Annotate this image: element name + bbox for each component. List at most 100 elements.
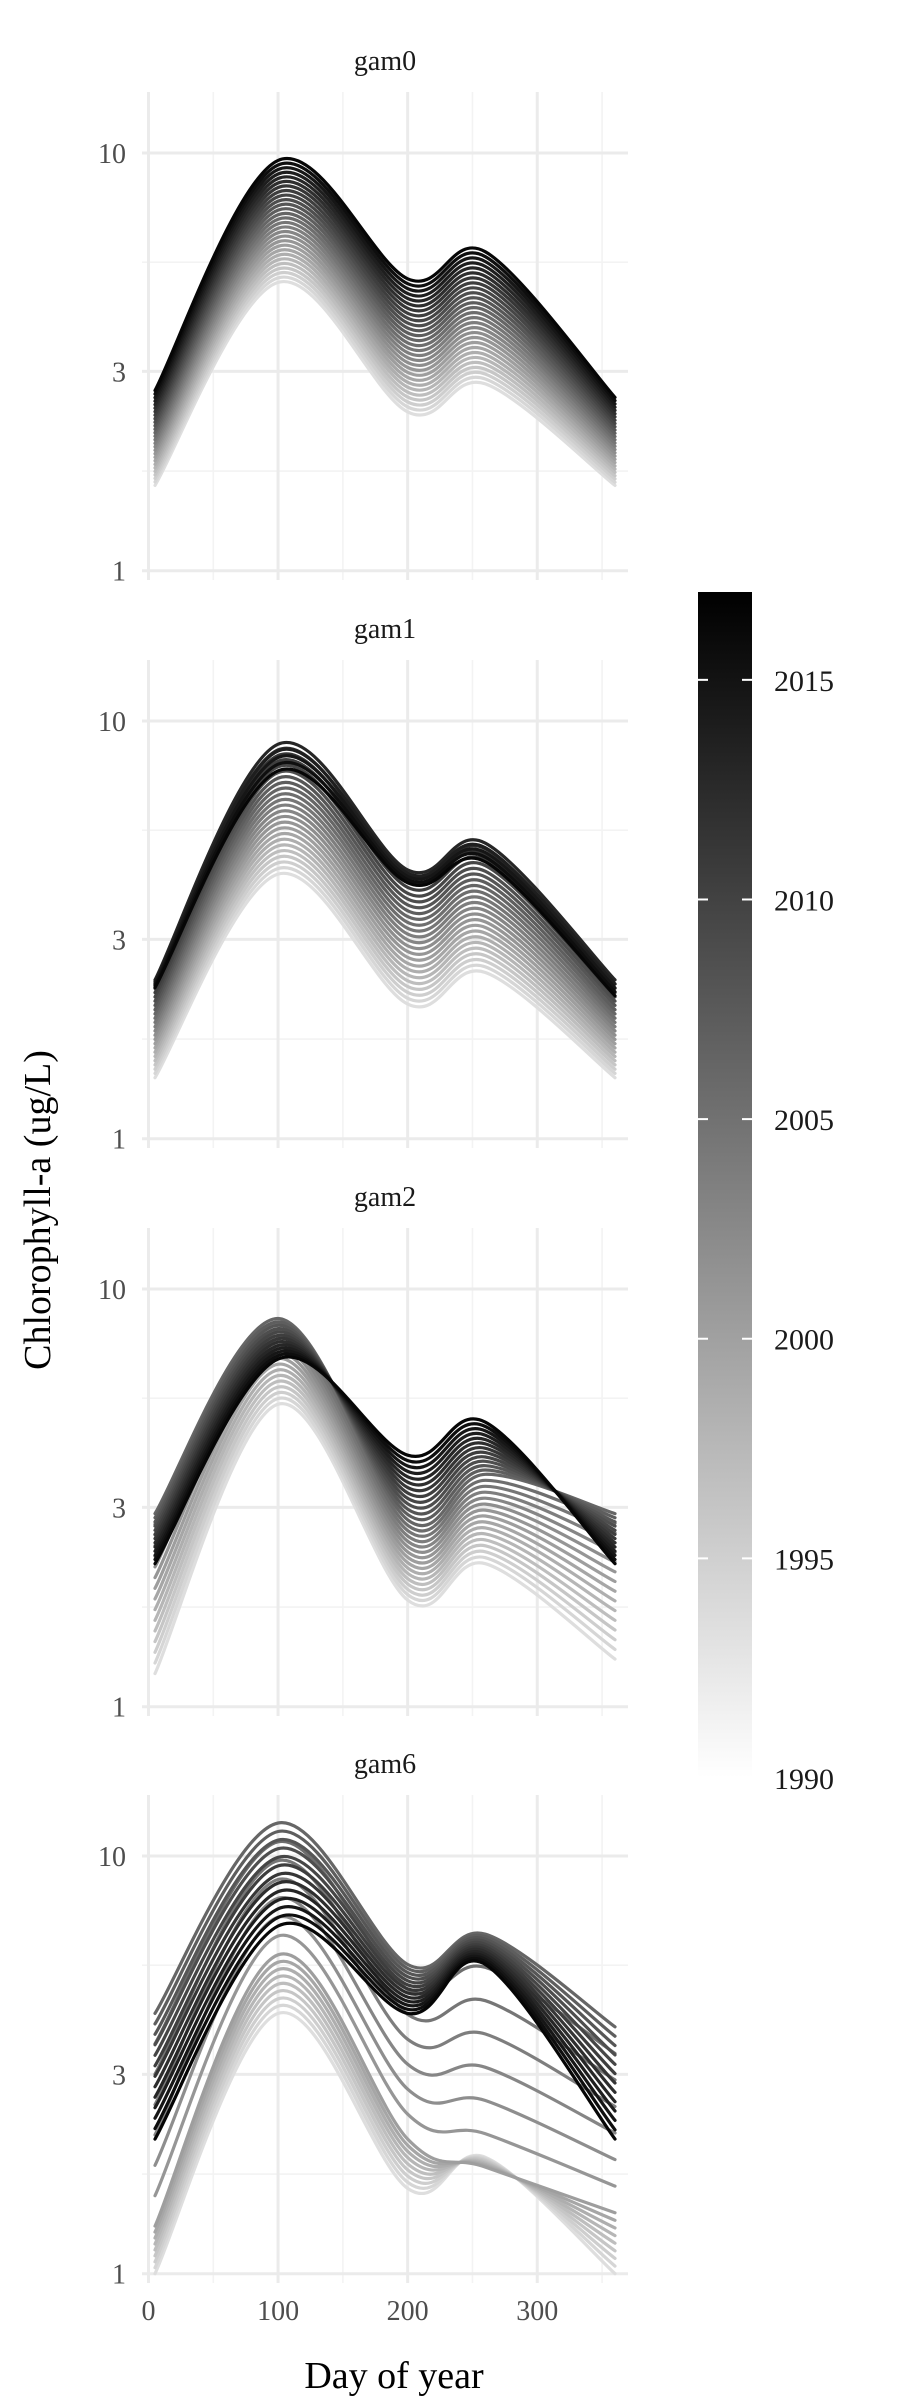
facet-panel-gam0: gam0 1 3 10 [98,46,628,588]
series-line-1990 [153,1402,617,1676]
series-line-2017 [153,1355,617,1566]
series-line-2008 [153,769,617,1003]
series-line-2002 [153,803,617,1029]
series-line-2011 [153,1871,617,2085]
y-tick-label: 1 [112,1125,126,1156]
series-line-2008 [153,1846,617,2057]
legend-break-label: 1995 [774,1543,834,1576]
series-line-2013 [153,1888,617,2104]
series-line-1991 [153,275,617,484]
series-line-2010 [153,1863,617,2076]
series-line-1991 [153,866,617,1075]
series-line-2015 [153,1905,617,2122]
series-line-1997 [153,831,617,1050]
series-line-2017 [153,767,617,998]
y-tick-label: 3 [112,357,126,388]
facet-panel-gam1: gam1 1 3 10 [98,614,628,1156]
facet-panels: gam0 1 3 10 gam1 1 3 10 gam2 1 3 10 gam6 1 3 10 [98,46,628,2291]
series-line-2009 [153,193,617,426]
series-line-2013 [153,740,617,982]
series-line-1995 [153,257,617,471]
series-line-1993 [153,1385,617,1644]
facet-panel-gam6: gam6 1 3 10 [98,1749,628,2291]
y-tick-label: 3 [112,1493,126,1524]
series-line-2013 [153,1343,617,1549]
series-line-2014 [153,170,617,409]
series-line-2012 [153,179,617,416]
series-line-2005 [153,786,617,1016]
series-line-2014 [153,1896,617,2113]
y-tick-label: 3 [112,2060,126,2091]
panel-title: gam0 [354,46,416,77]
series-line-2016 [153,1913,617,2132]
y-tick-label: 1 [112,1693,126,1724]
series-line-2016 [153,760,617,994]
series-line-1999 [153,239,617,458]
series-line-2006 [153,780,617,1012]
panel-title: gam2 [354,1182,416,1213]
facet-panel-gam2: gam2 1 3 10 [98,1182,628,1724]
series-line-1998 [153,243,617,461]
series-line-1993 [153,266,617,478]
series-line-2010 [153,188,617,422]
series-line-1997 [153,248,617,465]
series-line-1996 [153,837,617,1054]
series-line-2013 [153,175,617,412]
y-axis-title: Chlorophyll-a (ug/L) [17,1050,59,1370]
x-tick-label: 200 [387,2296,429,2327]
series-line-2015 [153,754,617,990]
series-line-1998 [153,826,617,1046]
series-line-2006 [153,1829,617,2038]
series-line-2001 [153,1896,617,2137]
series-line-2016 [153,161,617,403]
x-axis-title: Day of year [304,2355,484,2397]
series-line-1993 [153,854,617,1067]
series-line-1992 [153,1391,617,1654]
panel-title: gam6 [354,1749,416,1780]
series-line-2004 [153,792,617,1020]
legend-break-label: 2015 [774,665,834,698]
series-lines [153,740,617,1080]
colorbar-ticks: 1990 1995 2000 2005 2010 2015 [698,665,834,1796]
series-line-2000 [153,234,617,455]
series-line-2011 [153,1337,617,1541]
series-line-1999 [153,820,617,1041]
series-line-2008 [153,1326,617,1528]
series-lines [153,156,617,487]
series-line-2017 [153,156,617,399]
series-line-1991 [153,1396,617,1665]
series-lines [153,1316,617,1676]
series-line-2017 [153,1921,617,2141]
y-tick-label: 1 [112,557,126,588]
colorbar [698,592,752,1778]
series-lines [153,1821,617,2276]
x-tick-label: 0 [141,2296,155,2327]
series-line-2001 [153,809,617,1033]
series-line-1994 [153,849,617,1063]
series-line-2008 [153,198,617,429]
series-line-1995 [153,1373,617,1622]
series-line-2003 [153,797,617,1024]
x-tick-label: 100 [257,2296,299,2327]
series-line-2005 [153,211,617,439]
x-axis: 0 100 200 300 [141,2296,558,2327]
panel-title: gam1 [354,614,416,645]
series-line-1999 [153,1933,617,2198]
series-line-2000 [153,814,617,1037]
y-tick-label: 10 [98,1842,126,1873]
series-line-2001 [153,229,617,452]
series-line-2012 [153,1340,617,1545]
legend-break-label: 1990 [774,1763,834,1796]
series-line-2012 [153,1880,617,2094]
series-line-1996 [153,1368,617,1612]
legend-break-label: 2005 [774,1104,834,1137]
series-line-2009 [153,1330,617,1532]
series-line-1997 [153,1362,617,1601]
y-tick-label: 10 [98,707,126,738]
series-line-2005 [153,1316,617,1528]
series-line-2004 [153,216,617,442]
series-line-1992 [153,860,617,1071]
series-line-2007 [153,775,617,1007]
series-line-2006 [153,1320,617,1522]
